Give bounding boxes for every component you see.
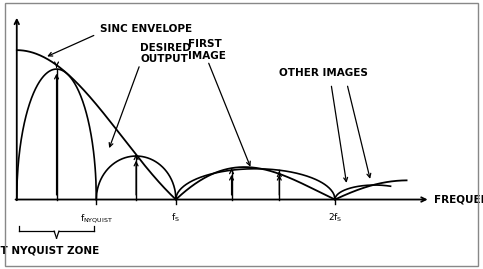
- Text: FREQUENCY: FREQUENCY: [434, 194, 483, 204]
- Text: FIRST
IMAGE: FIRST IMAGE: [188, 39, 226, 61]
- Text: SINC ENVELOPE: SINC ENVELOPE: [100, 24, 192, 34]
- Text: FIRST NYQUIST ZONE: FIRST NYQUIST ZONE: [0, 246, 99, 256]
- Text: $\mathregular{2f_S}$: $\mathregular{2f_S}$: [327, 212, 342, 224]
- Text: $\mathregular{f_S}$: $\mathregular{f_S}$: [171, 212, 180, 224]
- Text: OTHER IMAGES: OTHER IMAGES: [279, 68, 368, 78]
- Text: $\mathregular{f_{NYQUIST}}$: $\mathregular{f_{NYQUIST}}$: [80, 212, 113, 225]
- Text: DESIRED
OUTPUT: DESIRED OUTPUT: [140, 43, 191, 65]
